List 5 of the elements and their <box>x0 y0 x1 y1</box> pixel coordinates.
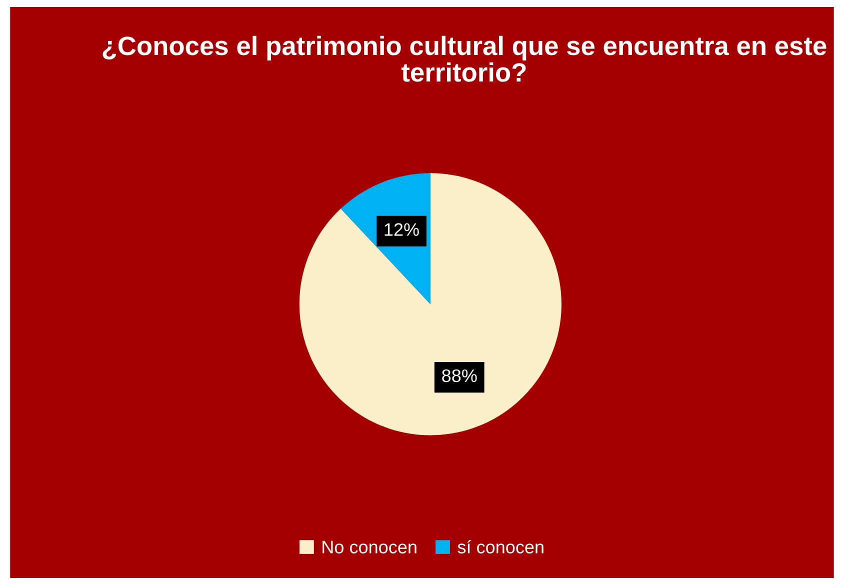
chart-title: ¿Conoces el patrimonio cultural que se encuentra en este territorio? <box>102 36 826 82</box>
legend-label: No conocen <box>322 540 416 554</box>
data-label: 88% <box>442 369 477 382</box>
legend-label: sí conocen <box>458 540 544 554</box>
data-label: 12% <box>384 223 419 236</box>
